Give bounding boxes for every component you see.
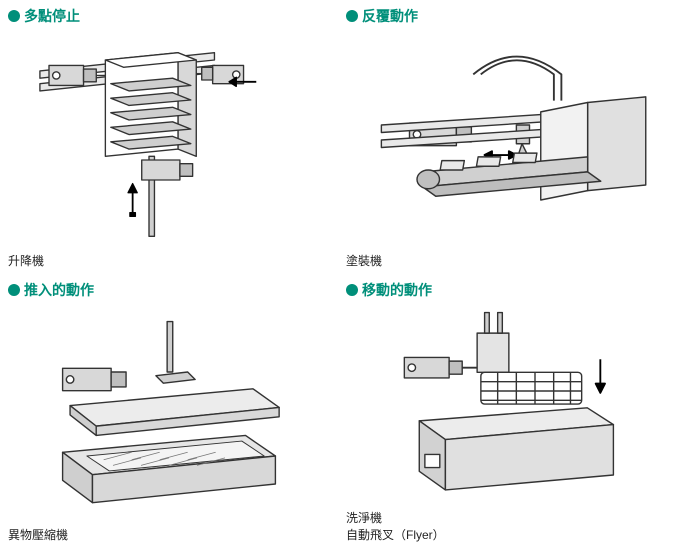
panel-title-row: 反覆動作 — [346, 6, 668, 26]
bullet-icon — [8, 10, 20, 22]
diagram-coating — [346, 28, 668, 251]
panel-caption: 升降機 — [8, 253, 330, 270]
panel-title-row: 移動的動作 — [346, 280, 668, 300]
diagram-elevator — [8, 28, 330, 251]
bullet-icon — [8, 284, 20, 296]
bullet-icon — [346, 10, 358, 22]
panel-caption: 洗淨機 自動飛叉（Flyer） — [346, 510, 668, 544]
diagram-compactor — [8, 302, 330, 525]
panel-multipoint-stop: 多點停止 — [8, 6, 330, 270]
diagram-washer — [346, 302, 668, 508]
panel-title-row: 推入的動作 — [8, 280, 330, 300]
panel-caption: 塗裝機 — [346, 253, 668, 270]
panel-repeat-motion: 反覆動作 — [346, 6, 668, 270]
panel-move-motion: 移動的動作 — [346, 280, 668, 544]
panel-push-motion: 推入的動作 — [8, 280, 330, 544]
panel-title: 推入的動作 — [24, 280, 94, 300]
panel-title-row: 多點停止 — [8, 6, 330, 26]
panel-title: 移動的動作 — [362, 280, 432, 300]
panel-caption: 異物壓縮機 — [8, 527, 330, 544]
bullet-icon — [346, 284, 358, 296]
panel-title: 多點停止 — [24, 6, 80, 26]
panel-title: 反覆動作 — [362, 6, 418, 26]
panel-grid: 多點停止 — [0, 0, 676, 550]
